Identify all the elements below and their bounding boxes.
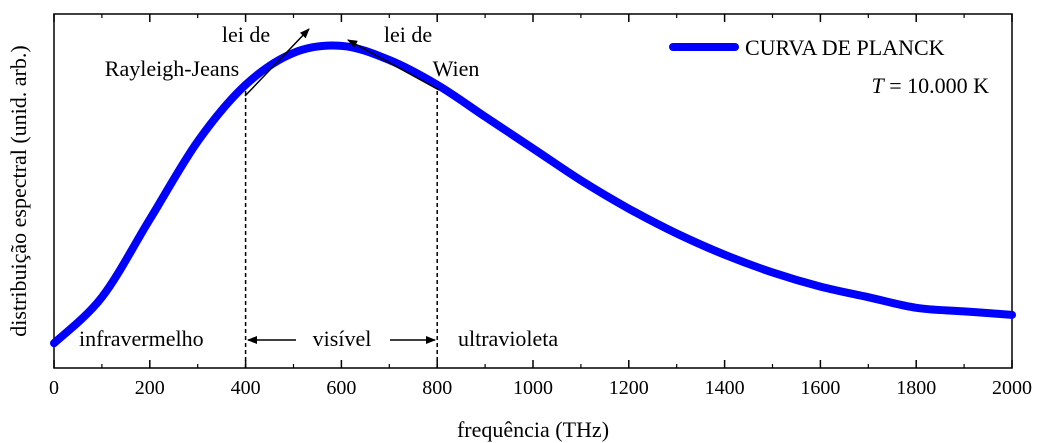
region-visible-label: visível: [313, 326, 372, 351]
x-axis-tick-labels: 0 200 400 600 800 1000 1200 1400 1600 1800 2000: [49, 377, 1032, 399]
x-tick-label-0: 0: [49, 377, 59, 399]
rayleigh-arrow: [244, 28, 310, 97]
legend-label: CURVA DE PLANCK: [745, 35, 945, 60]
y-axis-title: distribuição espectral (unid. arb.): [6, 45, 31, 336]
x-tick-label-1200: 1200: [609, 377, 649, 399]
temp-symbol: T: [871, 73, 885, 98]
x-tick-label-1000: 1000: [513, 377, 553, 399]
region-ultraviolet-label: ultravioleta: [458, 326, 558, 351]
rayleigh-label-line1: lei de: [222, 22, 270, 47]
x-tick-label-1400: 1400: [705, 377, 745, 399]
legend-temperature: T = 10.000 K: [871, 73, 989, 98]
wien-label-line1: lei de: [384, 22, 432, 47]
temp-value: = 10.000 K: [884, 73, 989, 98]
wien-arrow: [347, 39, 440, 91]
x-tick-label-400: 400: [231, 377, 261, 399]
x-tick-label-2000: 2000: [992, 377, 1032, 399]
x-tick-label-1600: 1600: [800, 377, 840, 399]
planck-curve-line: [50, 41, 1016, 348]
x-tick-label-1800: 1800: [896, 377, 936, 399]
wien-label-line2: Wien: [433, 56, 480, 81]
region-infrared-label: infravermelho: [79, 326, 204, 351]
x-axis-title: frequência (THz): [457, 417, 609, 442]
rayleigh-label-line2: Rayleigh-Jeans: [105, 56, 239, 81]
x-tick-label-600: 600: [326, 377, 356, 399]
x-tick-label-200: 200: [135, 377, 165, 399]
x-tick-label-800: 800: [422, 377, 452, 399]
